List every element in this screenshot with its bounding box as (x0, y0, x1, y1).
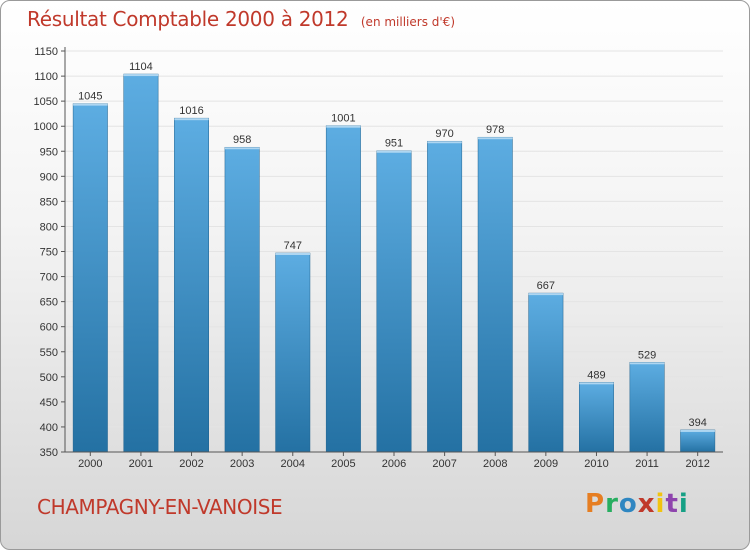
y-tick-label: 500 (40, 372, 58, 384)
logo-letter: i (655, 489, 666, 519)
bar-highlight (629, 362, 665, 365)
x-tick-label: 2009 (534, 458, 558, 470)
bar-highlight (376, 150, 412, 153)
y-tick-label: 1000 (34, 121, 58, 133)
x-tick-label: 2002 (179, 458, 203, 470)
chart-title: Résultat Comptable 2000 à 2012 (en milli… (27, 7, 455, 31)
logo-letter: t (665, 489, 679, 519)
x-tick-label: 2005 (331, 458, 355, 470)
y-tick-label: 800 (40, 221, 58, 233)
bar-highlight (73, 103, 108, 106)
bar-highlight (478, 137, 513, 140)
bar-highlight (579, 382, 614, 385)
bar (427, 140, 463, 453)
bar (123, 73, 159, 453)
bar (325, 125, 361, 453)
bar (275, 252, 311, 453)
proxiti-logo: Proxiti (585, 489, 689, 519)
axes: 350 400 450 500 550 600 650 700 750 800 850 900 950 1… (34, 46, 723, 470)
y-tick-label: 1150 (34, 46, 58, 58)
y-tick-label: 750 (40, 247, 58, 259)
y-tick-label: 700 (40, 272, 58, 284)
bar-highlight (224, 147, 260, 150)
logo-letter: o (618, 489, 638, 519)
x-tick-label: 2003 (230, 458, 254, 470)
y-tick-label: 400 (40, 422, 58, 434)
y-tick-label: 1050 (34, 96, 58, 108)
y-tick-label: 950 (40, 146, 58, 158)
x-tick-label: 2007 (432, 458, 456, 470)
data-label: 489 (587, 369, 605, 381)
y-tick-label: 350 (40, 447, 58, 459)
data-label: 667 (537, 280, 555, 292)
commune-name: CHAMPAGNY-EN-VANOISE (37, 495, 283, 519)
chart-unit-label: (en milliers d'€) (360, 15, 455, 29)
x-tick-label: 2008 (483, 458, 507, 470)
bar (224, 146, 260, 453)
data-label: 951 (385, 138, 403, 150)
y-tick-label: 1100 (34, 71, 58, 83)
y-tick-label: 450 (40, 397, 58, 409)
x-tick-label: 2001 (129, 458, 153, 470)
bar (528, 292, 564, 453)
bars (72, 73, 716, 453)
bar (376, 150, 412, 453)
data-label: 1104 (129, 61, 153, 73)
bar (629, 362, 665, 453)
bar-highlight (427, 141, 462, 144)
x-tick-label: 2000 (78, 458, 102, 470)
bar-highlight (275, 253, 310, 256)
y-tick-label: 550 (40, 347, 58, 359)
data-label: 394 (689, 417, 707, 429)
data-label: 529 (638, 349, 656, 361)
bar (174, 117, 209, 453)
y-tick-label: 600 (40, 322, 58, 334)
bar (477, 136, 513, 453)
data-label: 970 (435, 128, 453, 140)
data-label: 978 (486, 124, 504, 136)
bar-highlight (123, 74, 159, 77)
bar-highlight (680, 429, 715, 432)
logo-letter: x (637, 489, 656, 519)
logo-letter: i (678, 489, 689, 519)
x-tick-label: 2006 (382, 458, 406, 470)
bar-highlight (326, 125, 361, 128)
x-tick-label: 2011 (635, 458, 659, 470)
bar (72, 103, 108, 453)
y-tick-label: 900 (40, 171, 58, 183)
data-label: 747 (284, 240, 302, 252)
data-label: 1001 (331, 113, 355, 125)
data-label: 958 (233, 134, 251, 146)
y-tick-label: 650 (40, 297, 58, 309)
bar (579, 382, 614, 453)
data-labels: 1045 1104 1016 958 747 1001 951 970 978 667 489 529… (78, 61, 707, 429)
logo-letter: r (605, 489, 619, 519)
data-label: 1045 (78, 91, 102, 103)
bar-highlight (174, 118, 209, 121)
y-tick-label: 850 (40, 196, 58, 208)
bar-highlight (528, 293, 564, 296)
x-tick-label: 2010 (584, 458, 608, 470)
logo-letter: P (585, 489, 606, 519)
data-label: 1016 (179, 105, 203, 117)
x-tick-label: 2004 (281, 458, 305, 470)
chart-title-main: Résultat Comptable 2000 à 2012 (27, 7, 349, 31)
x-tick-label: 2012 (685, 458, 709, 470)
bar (680, 429, 716, 453)
